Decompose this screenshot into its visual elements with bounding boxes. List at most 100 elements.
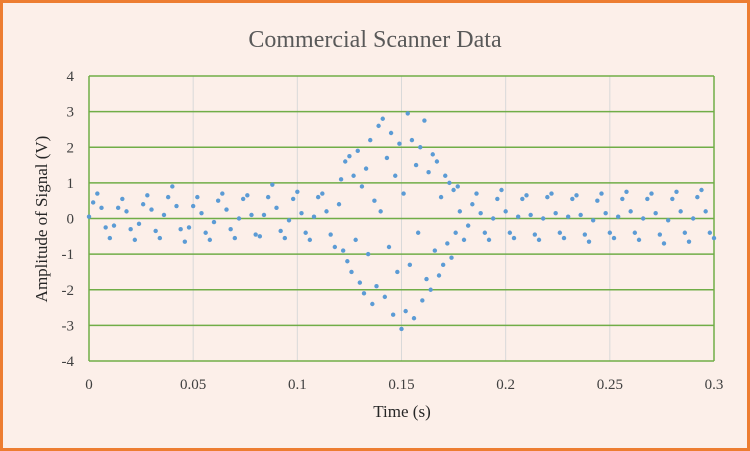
data-point: [182, 239, 188, 244]
data-point: [174, 203, 179, 209]
data-point: [211, 219, 217, 225]
data-point: [432, 248, 438, 253]
data-point: [353, 237, 358, 243]
data-point: [393, 173, 398, 178]
data-point: [380, 116, 385, 121]
data-point: [578, 212, 583, 218]
data-point: [438, 194, 444, 200]
x-axis-title: Time (s): [373, 402, 430, 421]
data-point: [511, 235, 517, 241]
data-point: [586, 239, 592, 244]
data-point: [376, 123, 381, 129]
data-point: [553, 210, 558, 216]
data-point: [236, 216, 242, 221]
data-point: [338, 177, 344, 182]
data-point: [482, 230, 488, 235]
data-point: [411, 316, 417, 321]
data-point: [405, 111, 410, 116]
data-point: [295, 189, 300, 194]
data-point: [261, 212, 267, 218]
data-point: [582, 232, 588, 237]
data-point: [657, 232, 663, 237]
data-point: [99, 205, 104, 211]
x-tick-label: 0: [85, 377, 93, 393]
data-point: [661, 241, 667, 246]
data-point: [253, 232, 258, 237]
data-point: [434, 159, 440, 164]
data-point: [257, 234, 263, 239]
data-point: [520, 196, 525, 202]
data-point: [695, 194, 700, 200]
data-point: [457, 209, 463, 214]
x-tick-label: 0.3: [705, 377, 724, 393]
data-point: [324, 209, 329, 214]
data-point: [440, 262, 446, 268]
data-point: [415, 230, 421, 235]
x-tick-label: 0.15: [388, 377, 414, 393]
data-point: [478, 210, 483, 216]
data-point: [615, 214, 621, 219]
y-tick-labels: 4 3 2 1 0 -1 -2 -3 -4: [62, 69, 75, 370]
data-point: [678, 209, 683, 214]
data-point: [384, 155, 390, 161]
data-point: [545, 194, 550, 200]
data-point: [711, 235, 717, 241]
data-point: [409, 137, 415, 143]
data-point: [640, 216, 646, 221]
data-point: [490, 216, 496, 221]
data-point: [340, 248, 346, 253]
y-axis-title: Amplitude of Signal (V): [32, 136, 51, 303]
data-point: [103, 225, 108, 230]
data-point: [401, 191, 406, 196]
data-point: [595, 198, 600, 203]
data-point: [447, 180, 452, 186]
data-point: [565, 214, 571, 219]
data-point: [355, 148, 360, 154]
data-point: [540, 216, 546, 221]
x-tick-label: 0.25: [597, 377, 623, 393]
data-point: [549, 191, 554, 196]
data-point: [665, 218, 671, 223]
data-point: [336, 202, 342, 207]
data-point: [332, 244, 338, 250]
data-point: [495, 196, 500, 202]
data-point: [282, 235, 288, 241]
data-points: [86, 111, 717, 332]
data-point: [270, 182, 275, 187]
data-point: [574, 193, 579, 198]
data-point: [115, 205, 121, 211]
data-point: [390, 312, 396, 317]
data-point: [649, 191, 654, 196]
data-point: [645, 196, 650, 202]
data-point: [461, 237, 467, 243]
data-point: [320, 191, 325, 196]
data-point: [607, 230, 613, 235]
data-point: [345, 259, 350, 264]
data-point: [359, 184, 365, 189]
data-point: [453, 230, 458, 235]
y-tick-label: 0: [67, 212, 75, 228]
y-tick-label: 4: [67, 69, 75, 85]
data-point: [451, 187, 456, 193]
data-point: [682, 230, 688, 235]
data-point: [443, 173, 448, 178]
data-point: [90, 200, 96, 205]
data-point: [536, 237, 542, 243]
data-point: [178, 226, 183, 232]
data-point: [165, 194, 171, 200]
data-point: [620, 196, 625, 202]
data-point: [157, 235, 163, 241]
data-point: [670, 196, 675, 202]
data-point: [699, 187, 704, 193]
data-point: [370, 301, 375, 307]
data-point: [382, 294, 388, 300]
data-point: [232, 235, 238, 241]
data-point: [170, 184, 175, 189]
data-point: [707, 230, 713, 235]
data-point: [195, 194, 200, 200]
x-tick-label: 0.2: [496, 377, 515, 393]
data-point: [374, 283, 379, 289]
data-point: [499, 187, 504, 193]
data-point: [224, 207, 229, 212]
